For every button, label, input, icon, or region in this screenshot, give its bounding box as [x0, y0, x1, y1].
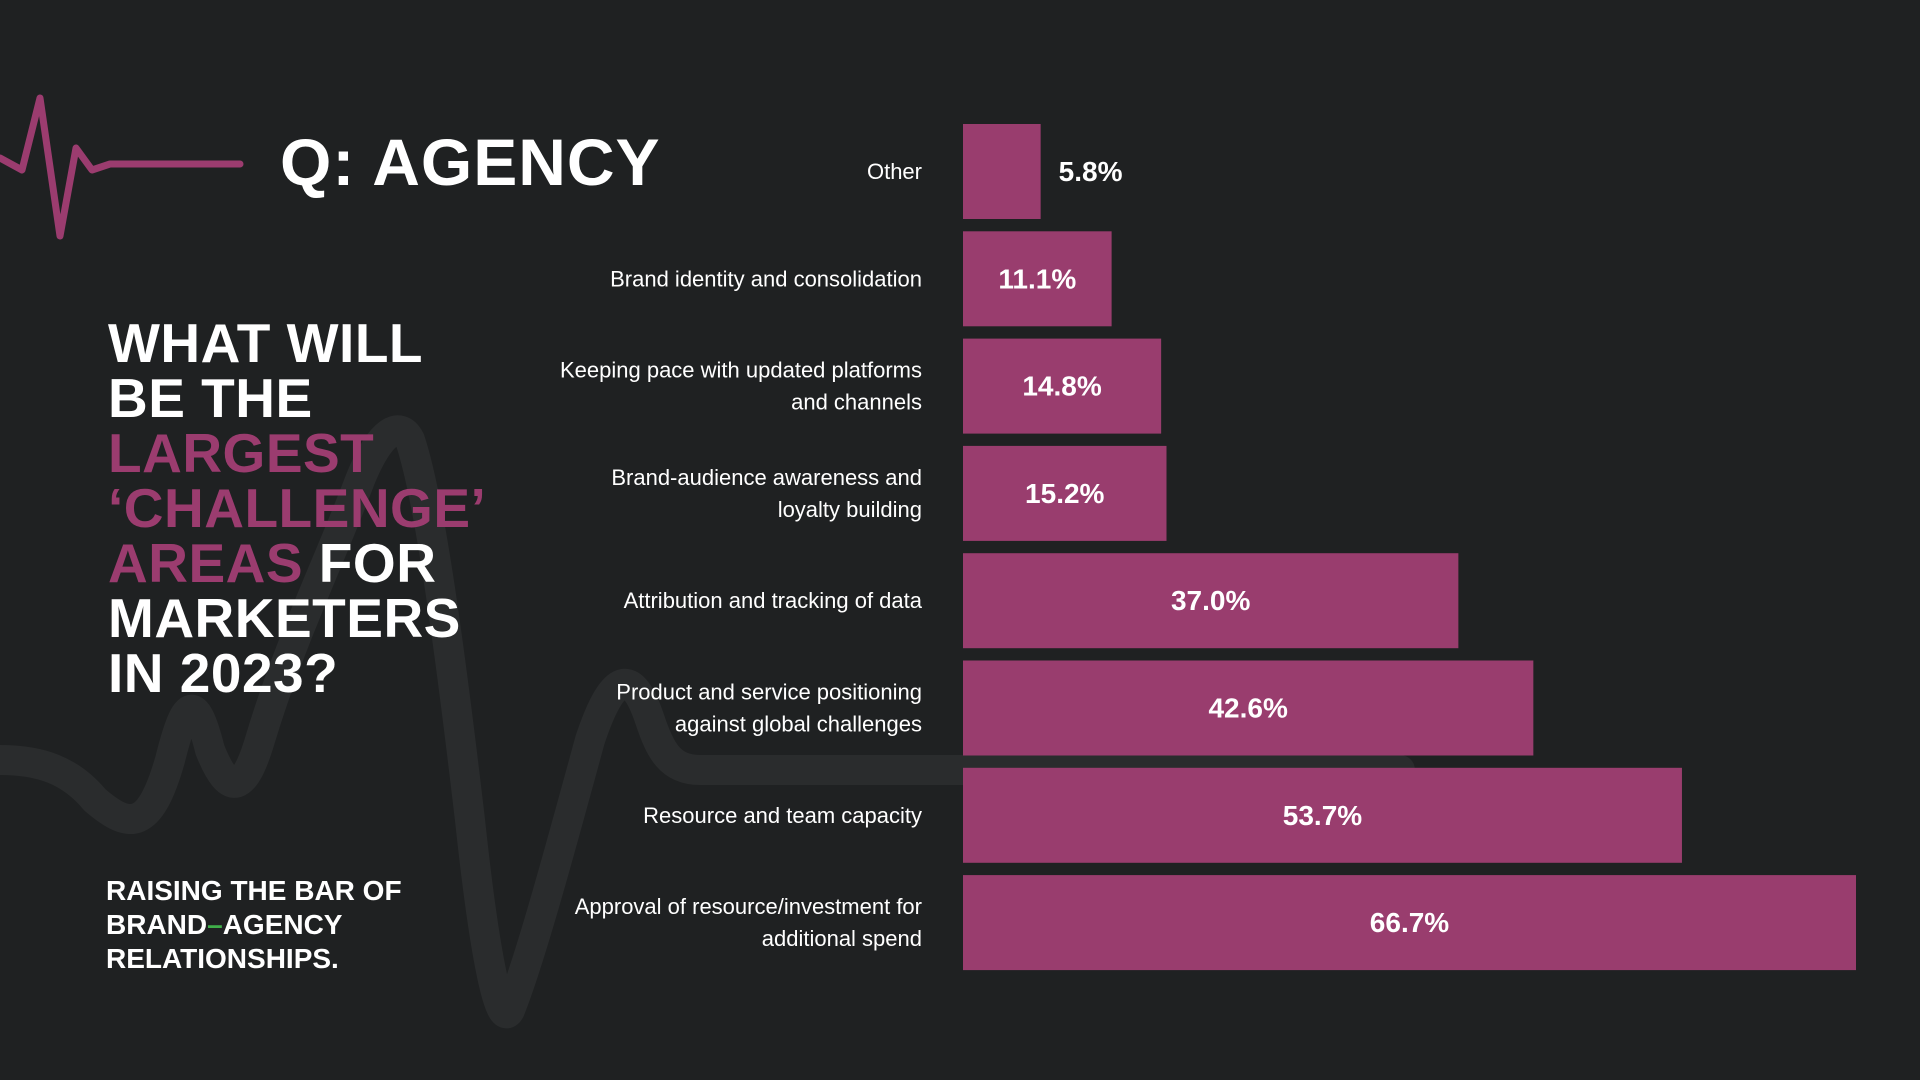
category-label: and channels	[791, 390, 922, 415]
data-label: 15.2%	[1025, 478, 1104, 509]
tagline-line: RAISING THE BAR OF	[106, 875, 402, 906]
question-line: MARKETERS	[108, 587, 461, 649]
question-line: BE THE	[108, 367, 313, 429]
category-label: Brand-audience awareness and	[611, 465, 922, 490]
bar	[963, 231, 1112, 327]
tagline: RAISING THE BAR OF BRAND–AGENCY RELATION…	[106, 874, 402, 976]
tagline-line: RELATIONSHIPS.	[106, 943, 339, 974]
tagline-word: AGENCY	[222, 909, 343, 940]
question-line: IN 2023?	[108, 642, 339, 704]
data-label: 53.7%	[1283, 800, 1362, 831]
category-label: Resource and team capacity	[643, 803, 922, 828]
question-highlight: LARGEST	[108, 422, 375, 484]
pulse-line-icon	[0, 94, 244, 240]
category-label: loyalty building	[778, 497, 922, 522]
question-highlight: ‘CHALLENGE’	[108, 477, 487, 539]
category-label: Other	[867, 159, 922, 184]
category-label: Attribution and tracking of data	[624, 588, 923, 613]
bar	[963, 124, 1041, 219]
question-text: WHAT WILL BE THE LARGEST ‘CHALLENGE’ ARE…	[108, 316, 486, 701]
question-line: AREAS FOR	[108, 536, 486, 591]
bar	[963, 553, 1459, 649]
tagline-word: BRAND	[106, 909, 208, 940]
heartbeat-wave-decoration	[0, 415, 1415, 1029]
category-label: Product and service positioning	[616, 680, 922, 705]
data-label: 11.1%	[998, 263, 1076, 294]
category-label: additional spend	[762, 926, 922, 951]
data-label: 66.7%	[1370, 907, 1449, 938]
category-label: Approval of resource/investment for	[575, 894, 922, 919]
tagline-line: BRAND–AGENCY	[106, 908, 402, 942]
category-label: Keeping pace with updated platforms	[560, 358, 922, 383]
data-label: 14.8%	[1022, 371, 1101, 402]
bar	[963, 875, 1856, 971]
question-highlight: AREAS	[108, 532, 304, 594]
data-label: 42.6%	[1208, 693, 1287, 724]
bar	[963, 767, 1682, 863]
data-label: 5.8%	[1059, 156, 1123, 187]
question-word: FOR	[303, 532, 437, 594]
category-label: against global challenges	[675, 712, 922, 737]
page-title: Q: AGENCY	[280, 125, 661, 199]
question-line: WHAT WILL	[108, 312, 424, 374]
bar	[963, 338, 1162, 434]
category-label: Brand identity and consolidation	[610, 266, 922, 291]
bar	[963, 660, 1534, 756]
bar	[963, 445, 1167, 541]
data-label: 37.0%	[1171, 585, 1250, 616]
tagline-dash: –	[207, 909, 223, 940]
